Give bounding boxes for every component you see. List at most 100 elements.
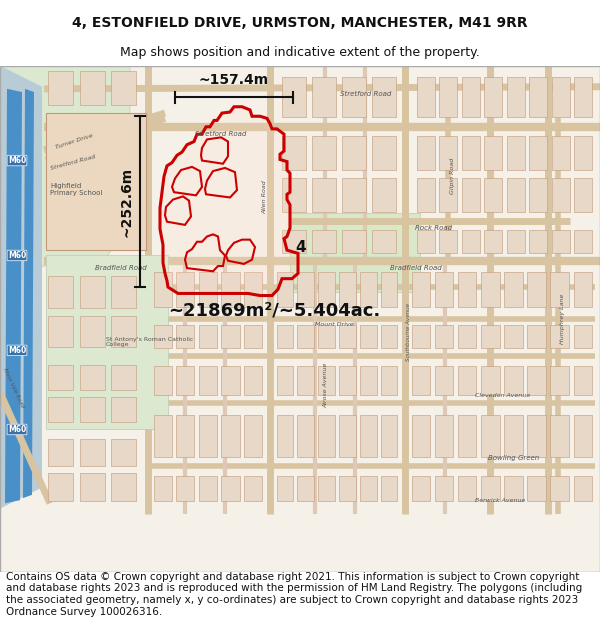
Bar	[372, 229, 396, 253]
Bar	[550, 415, 569, 457]
Bar	[221, 271, 239, 307]
Bar	[318, 324, 335, 348]
Bar	[154, 415, 172, 457]
Bar	[504, 476, 523, 501]
Bar	[111, 71, 136, 104]
Bar	[244, 366, 262, 395]
Bar	[80, 316, 105, 348]
Text: Humphrey Lane: Humphrey Lane	[560, 294, 565, 344]
Bar	[298, 476, 314, 501]
Bar	[550, 366, 569, 395]
Bar	[282, 229, 306, 253]
Bar	[111, 276, 136, 308]
Bar	[412, 324, 430, 348]
Bar	[381, 271, 397, 307]
Bar	[277, 476, 293, 501]
Bar	[49, 365, 73, 390]
Text: Stretford Road: Stretford Road	[195, 131, 247, 137]
Text: Berwick Avenue: Berwick Avenue	[475, 498, 526, 503]
Bar	[551, 136, 569, 170]
Text: Southbourne Avenue: Southbourne Avenue	[406, 303, 411, 361]
Bar	[111, 365, 136, 390]
Bar	[412, 415, 430, 457]
Bar	[80, 365, 105, 390]
Bar	[481, 366, 500, 395]
Bar	[484, 179, 502, 212]
Bar	[80, 396, 105, 422]
Bar	[484, 229, 502, 253]
Bar	[360, 415, 377, 457]
Bar	[372, 136, 396, 170]
Bar	[550, 476, 569, 501]
Bar	[312, 179, 336, 212]
Bar	[176, 415, 194, 457]
Bar	[277, 271, 293, 307]
Bar	[551, 77, 569, 117]
Bar	[435, 476, 454, 501]
Bar	[574, 476, 592, 501]
Polygon shape	[0, 66, 42, 509]
Bar	[339, 324, 356, 348]
Text: Turner Drive: Turner Drive	[55, 133, 94, 150]
Bar	[360, 271, 377, 307]
Bar	[381, 476, 397, 501]
Bar	[506, 136, 524, 170]
Bar	[282, 77, 306, 117]
Bar	[416, 77, 434, 117]
Text: Allen Road: Allen Road	[262, 181, 267, 214]
Text: ~21869m²/~5.404ac.: ~21869m²/~5.404ac.	[168, 301, 380, 319]
Bar	[49, 473, 73, 501]
Bar	[412, 366, 430, 395]
Bar	[342, 179, 366, 212]
Bar	[435, 271, 454, 307]
Text: Map shows position and indicative extent of the property.: Map shows position and indicative extent…	[120, 46, 480, 59]
Bar	[506, 179, 524, 212]
Text: Stretford Road: Stretford Road	[340, 91, 391, 97]
Text: M60: M60	[8, 251, 26, 260]
Bar	[49, 396, 73, 422]
Bar	[176, 366, 194, 395]
Bar	[282, 179, 306, 212]
Text: Clevedon Avenue: Clevedon Avenue	[475, 393, 530, 398]
Polygon shape	[23, 89, 34, 498]
Text: Airose Avenue: Airose Avenue	[323, 363, 328, 408]
Bar	[527, 271, 546, 307]
Bar	[342, 136, 366, 170]
Bar	[199, 476, 217, 501]
Text: ~157.4m: ~157.4m	[199, 72, 269, 87]
Bar	[360, 476, 377, 501]
Bar	[461, 229, 479, 253]
Bar	[381, 366, 397, 395]
Bar	[574, 77, 592, 117]
Bar	[244, 415, 262, 457]
Bar	[551, 179, 569, 212]
Bar	[574, 271, 592, 307]
Bar	[342, 229, 366, 253]
Bar	[221, 476, 239, 501]
Bar	[481, 476, 500, 501]
Text: St Antony's Roman Catholic
College: St Antony's Roman Catholic College	[106, 336, 193, 348]
Bar	[199, 366, 217, 395]
Bar	[439, 136, 457, 170]
Bar	[49, 71, 73, 104]
Bar	[527, 415, 546, 457]
Bar	[49, 439, 73, 466]
Bar	[529, 229, 547, 253]
Bar	[574, 179, 592, 212]
Bar	[244, 271, 262, 307]
Bar	[339, 366, 356, 395]
Bar	[318, 366, 335, 395]
Bar	[574, 366, 592, 395]
Bar	[49, 276, 73, 308]
Text: 4, ESTONFIELD DRIVE, URMSTON, MANCHESTER, M41 9RR: 4, ESTONFIELD DRIVE, URMSTON, MANCHESTER…	[72, 16, 528, 31]
Bar	[154, 271, 172, 307]
Bar	[312, 136, 336, 170]
Bar	[199, 324, 217, 348]
Bar	[412, 476, 430, 501]
Bar	[461, 77, 479, 117]
Bar	[461, 136, 479, 170]
Bar	[381, 324, 397, 348]
Text: Rock Road: Rock Road	[415, 225, 452, 231]
Bar	[435, 324, 454, 348]
Bar	[244, 476, 262, 501]
